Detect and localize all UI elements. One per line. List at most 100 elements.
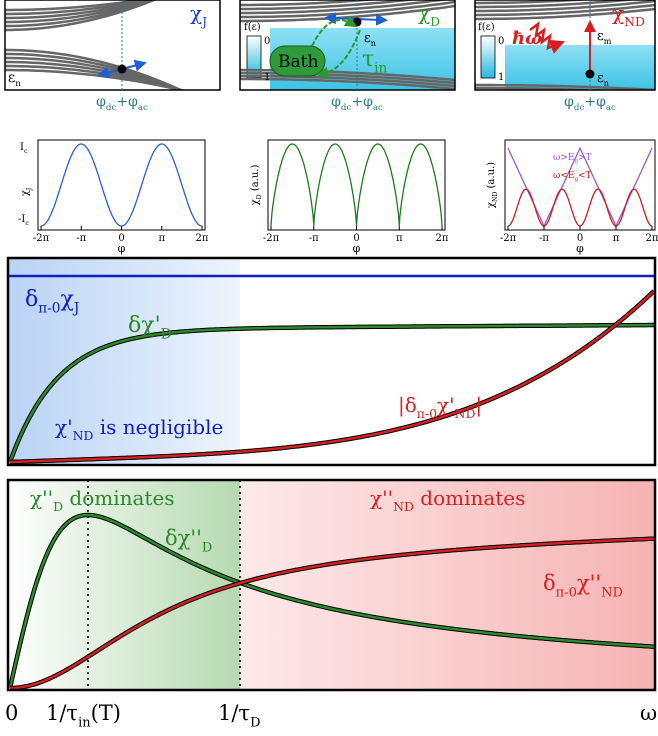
text-part: 0	[118, 233, 124, 244]
text-part: J	[200, 14, 207, 29]
text-part: χ	[418, 1, 430, 25]
text-part: χ''	[30, 486, 53, 510]
band	[475, 83, 655, 90]
band-group	[5, 48, 187, 90]
panel-frame	[6, 478, 657, 692]
text-part: φ	[564, 94, 574, 110]
text-part: ND	[601, 585, 623, 600]
text-part: dominates	[414, 486, 526, 510]
text-part: ND	[393, 499, 414, 514]
label: χ''D dominates	[30, 486, 175, 514]
text-part: D	[202, 540, 212, 555]
label: 0	[498, 36, 504, 47]
text-part: ND	[492, 192, 499, 202]
text-part: >T	[578, 153, 592, 163]
arrow	[311, 15, 358, 47]
label: 0	[264, 36, 270, 47]
label: f(ε)	[478, 22, 495, 33]
label: τin	[362, 47, 388, 77]
label: Bath	[278, 52, 318, 72]
band	[5, 0, 158, 32]
text-part: -2π	[263, 233, 280, 244]
text-part: 0	[498, 36, 504, 47]
text-part: (a.u.)	[486, 162, 497, 192]
text-part: ε	[8, 70, 15, 86]
text-part: φ	[363, 94, 373, 110]
label: f(ε)	[244, 22, 261, 33]
text-part: -π	[76, 233, 86, 244]
text-part: χ	[60, 287, 73, 312]
text-part: (T)	[91, 701, 121, 725]
label: Ic	[20, 142, 28, 155]
band	[5, 0, 150, 12]
label: χ'ND is negligible	[55, 415, 223, 443]
text-part: 2π	[646, 233, 658, 244]
label: 1/τin(T)	[46, 701, 121, 730]
text-part: ε	[597, 29, 604, 44]
text-part: |	[475, 393, 482, 418]
band	[240, 77, 455, 90]
text-part: ε	[364, 31, 371, 46]
text-part: ND	[455, 406, 476, 421]
text-part: 0	[264, 36, 270, 47]
text-part: |δ	[398, 393, 417, 418]
text-part: in	[374, 61, 387, 77]
text-part: <T	[578, 171, 592, 181]
curve	[8, 323, 654, 463]
x-tick-label: 0	[118, 233, 124, 244]
text-part: dc	[574, 103, 585, 113]
panel-frame	[239, 0, 456, 91]
region	[8, 480, 240, 690]
text-part: 1/τ	[46, 701, 78, 725]
label: χJ	[20, 187, 33, 196]
x-tick-label: 2π	[196, 233, 209, 244]
text-part: π-0	[556, 585, 577, 600]
label: δπ-0χJ	[25, 287, 79, 317]
text-part: ω>E	[553, 153, 574, 163]
label: 1	[264, 72, 270, 83]
band	[475, 0, 655, 13]
text-part: π	[158, 233, 165, 244]
text-part: (a.u.)	[250, 165, 261, 195]
band	[5, 0, 156, 24]
band	[240, 0, 380, 7]
x-tick-label: π	[396, 233, 403, 244]
text-part: 2π	[436, 233, 449, 244]
label: δχ''D	[165, 526, 212, 555]
text-part: dominates	[63, 486, 175, 510]
text-part: n	[15, 79, 21, 89]
text-part: is negligible	[93, 415, 223, 439]
x-tick-label: -π	[309, 233, 319, 244]
x-tick-label: -π	[76, 233, 86, 244]
colorbar	[246, 35, 262, 79]
band	[5, 0, 153, 16]
plot-frame	[37, 139, 206, 231]
panel-frame	[6, 256, 657, 467]
text-part: φ	[118, 242, 126, 255]
text-part: ac	[373, 103, 383, 113]
text-part: -π	[539, 233, 549, 244]
text-part: χ''	[370, 486, 393, 510]
bath	[269, 45, 326, 77]
text-part: D	[53, 499, 63, 514]
text-part: π	[613, 233, 620, 244]
label: χND (a.u.)	[486, 162, 499, 208]
panel-frame	[4, 0, 221, 91]
text-part: c	[24, 148, 28, 155]
state-dot	[585, 69, 595, 79]
text-part: τ	[362, 47, 374, 72]
text-part: -2π	[500, 233, 517, 244]
text-part: δ	[543, 571, 556, 595]
band-group	[475, 0, 655, 21]
x-axis-label: φ	[576, 242, 584, 255]
text-part: m	[604, 37, 612, 46]
text-part: +	[351, 94, 363, 110]
label: ω<Eg<T	[553, 171, 592, 183]
text-part: n	[371, 39, 376, 48]
text-part: -2π	[33, 233, 50, 244]
band-group	[5, 0, 158, 32]
text-part: ac	[138, 103, 148, 113]
region	[240, 480, 655, 690]
band	[240, 0, 450, 15]
